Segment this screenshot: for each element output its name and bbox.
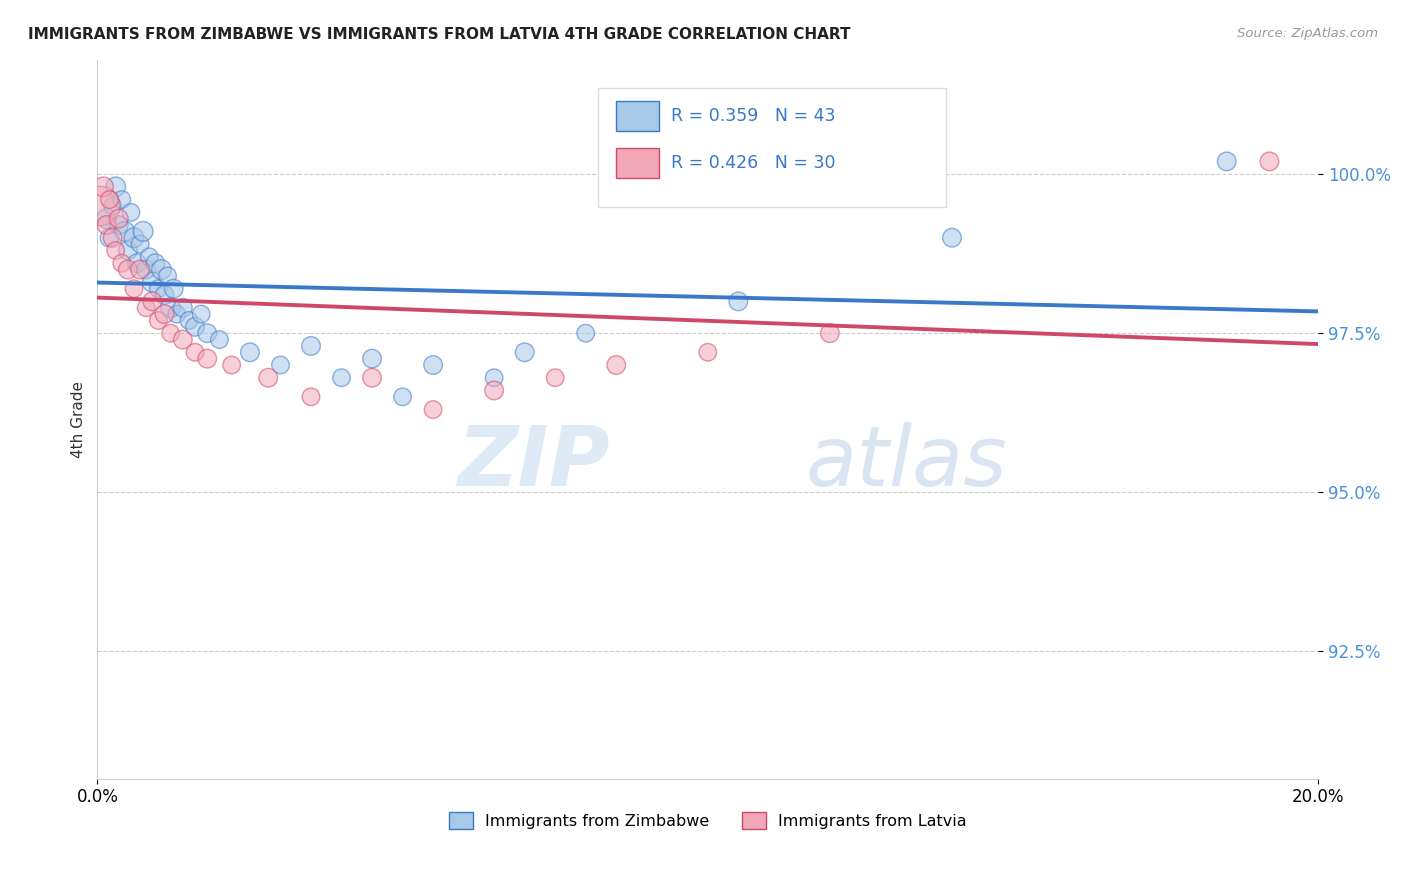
Point: [93, 179, 115, 194]
Point: [104, 244, 127, 258]
Point: [122, 231, 145, 245]
Point: [148, 282, 170, 296]
Point: [153, 307, 176, 321]
Point: [269, 358, 291, 372]
Point: [361, 370, 384, 384]
Point: [138, 250, 160, 264]
Point: [143, 256, 166, 270]
Point: [96, 211, 118, 226]
Text: R = 0.359   N = 43: R = 0.359 N = 43: [671, 107, 835, 126]
Point: [195, 351, 218, 366]
Point: [177, 313, 200, 327]
Bar: [616, 102, 659, 131]
Point: [111, 256, 134, 270]
Point: [482, 384, 505, 398]
Point: [125, 256, 148, 270]
Legend: Immigrants from Zimbabwe, Immigrants from Latvia: Immigrants from Zimbabwe, Immigrants fro…: [443, 806, 973, 835]
Point: [114, 224, 136, 238]
Text: R = 0.426   N = 30: R = 0.426 N = 30: [671, 154, 835, 172]
Point: [1258, 154, 1281, 169]
Point: [422, 402, 444, 417]
Point: [96, 218, 118, 232]
Point: [221, 358, 243, 372]
Point: [148, 313, 170, 327]
Point: [107, 218, 129, 232]
Text: Source: ZipAtlas.com: Source: ZipAtlas.com: [1237, 27, 1378, 40]
Point: [299, 339, 322, 353]
Point: [89, 199, 111, 213]
Point: [101, 231, 124, 245]
Point: [111, 193, 134, 207]
Point: [1215, 154, 1237, 169]
Point: [104, 179, 127, 194]
Point: [129, 262, 152, 277]
Point: [163, 282, 186, 296]
Point: [156, 268, 179, 283]
Bar: [616, 148, 659, 178]
Text: IMMIGRANTS FROM ZIMBABWE VS IMMIGRANTS FROM LATVIA 4TH GRADE CORRELATION CHART: IMMIGRANTS FROM ZIMBABWE VS IMMIGRANTS F…: [28, 27, 851, 42]
Y-axis label: 4th Grade: 4th Grade: [72, 381, 86, 458]
Point: [330, 370, 353, 384]
Point: [101, 199, 124, 213]
Point: [98, 193, 121, 207]
Point: [141, 294, 163, 309]
Point: [150, 262, 173, 277]
Point: [575, 326, 598, 341]
Point: [361, 351, 384, 366]
Text: ZIP: ZIP: [457, 422, 610, 503]
Point: [98, 231, 121, 245]
Point: [122, 282, 145, 296]
Point: [727, 294, 749, 309]
Point: [299, 390, 322, 404]
Point: [239, 345, 262, 359]
Point: [422, 358, 444, 372]
Point: [172, 301, 194, 315]
Point: [132, 224, 155, 238]
Point: [184, 319, 207, 334]
Point: [107, 211, 129, 226]
Point: [208, 333, 231, 347]
Point: [135, 262, 157, 277]
Point: [141, 275, 163, 289]
Point: [605, 358, 627, 372]
Point: [120, 205, 142, 219]
Point: [195, 326, 218, 341]
Point: [184, 345, 207, 359]
Point: [190, 307, 212, 321]
FancyBboxPatch shape: [598, 88, 946, 207]
Point: [166, 307, 188, 321]
Point: [117, 244, 139, 258]
Point: [818, 326, 841, 341]
Point: [696, 345, 718, 359]
Point: [391, 390, 413, 404]
Point: [941, 231, 963, 245]
Point: [153, 288, 176, 302]
Point: [159, 301, 181, 315]
Point: [482, 370, 505, 384]
Text: atlas: atlas: [806, 422, 1007, 503]
Point: [129, 237, 152, 252]
Point: [257, 370, 280, 384]
Point: [544, 370, 567, 384]
Point: [172, 333, 194, 347]
Point: [135, 301, 157, 315]
Point: [117, 262, 139, 277]
Point: [513, 345, 536, 359]
Point: [159, 326, 181, 341]
